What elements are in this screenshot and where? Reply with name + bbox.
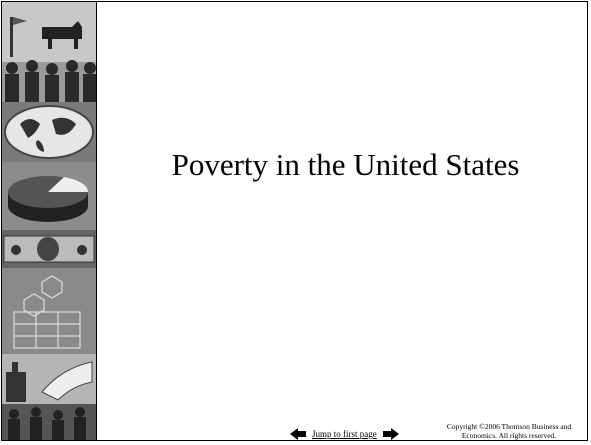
next-arrow[interactable]: [382, 428, 399, 440]
previous-arrow[interactable]: [290, 428, 306, 440]
navigation: Jump to first page: [290, 426, 399, 440]
jump-link[interactable]: Jump to first page: [312, 429, 377, 439]
copyright: Copyright ©2006 Thomson Business and Eco…: [446, 422, 572, 440]
slide-title: Poverty in the United States: [171, 147, 520, 182]
image-strip: [2, 2, 97, 440]
